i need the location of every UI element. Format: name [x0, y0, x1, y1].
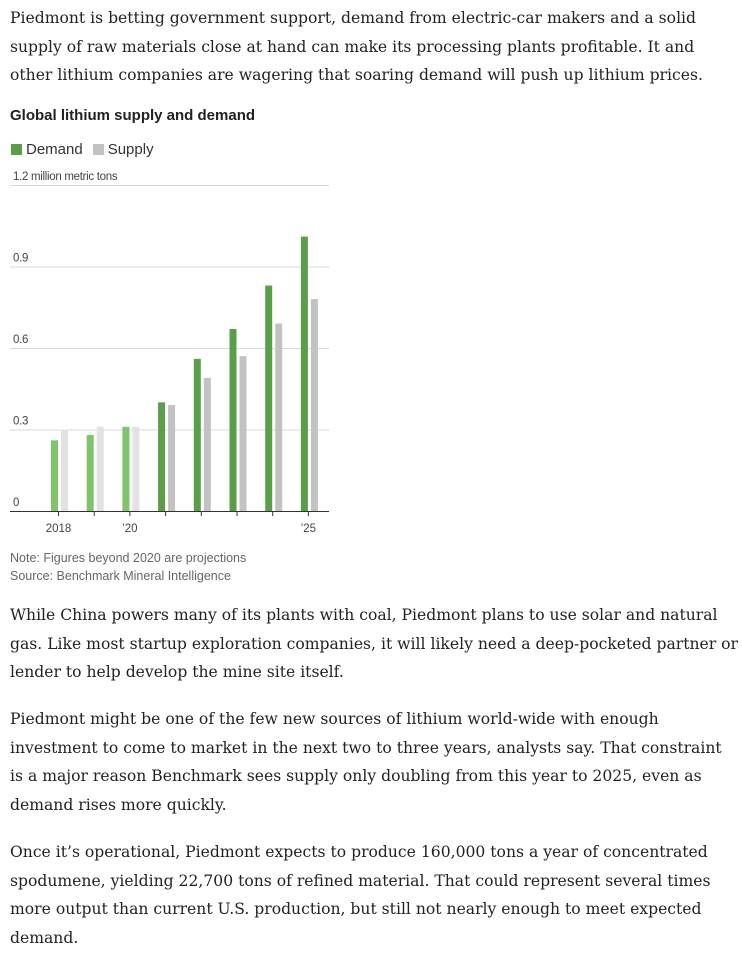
bar-demand	[51, 440, 58, 511]
y-tick-label: 1.2 million metric tons	[13, 171, 118, 183]
x-tick-label: ’20	[122, 523, 137, 535]
x-tick-label: ’25	[301, 523, 316, 535]
chart-source: Source: Benchmark Mineral Intelligence	[10, 569, 231, 583]
chart-legend: Demand Supply	[11, 141, 164, 158]
bar-chart: 0 0.3 0.6 0.9 1.2 million metric tons 2018 ’20…	[10, 171, 329, 535]
legend-item-supply: Supply	[92, 141, 154, 158]
legend-item-demand: Demand	[11, 141, 83, 158]
bar-supply	[61, 429, 68, 511]
paragraph-intro: Piedmont is betting government support, …	[10, 9, 703, 85]
bar-supply	[203, 377, 211, 511]
y-tick-label: 0.3	[13, 416, 28, 428]
y-tick-label: 0.6	[13, 334, 28, 346]
bar-demand	[300, 236, 308, 511]
bar-supply	[239, 356, 247, 511]
chart-notes: Note: Figures beyond 2020 are projection…	[10, 549, 246, 585]
legend-swatch-supply	[92, 144, 104, 155]
bar-supply	[275, 323, 283, 511]
bar-demand	[265, 285, 273, 511]
bar-supply	[96, 426, 104, 511]
paragraph-new-sources: Piedmont might be one of the few new sou…	[10, 710, 722, 815]
legend-label-demand: Demand	[26, 141, 83, 158]
bar-demand	[229, 328, 237, 511]
bar-demand	[86, 434, 94, 511]
chart-note: Note: Figures beyond 2020 are projection…	[10, 551, 247, 565]
bar-supply	[132, 426, 140, 511]
bar-supply	[310, 299, 318, 511]
chart-title: Global lithium supply and demand	[10, 107, 256, 124]
paragraph-coal: While China powers many of its plants wi…	[10, 606, 738, 682]
paragraph-output: Once it’s operational, Piedmont expects …	[10, 843, 711, 948]
bar-demand	[158, 402, 166, 511]
bar-supply	[168, 405, 176, 511]
bar-demand	[122, 426, 130, 511]
x-tick-label: 2018	[46, 523, 72, 535]
y-tick-label: 0.9	[13, 253, 28, 265]
bar-demand	[193, 358, 201, 511]
legend-swatch-demand	[11, 144, 22, 155]
y-tick-label: 0	[13, 497, 19, 509]
legend-label-supply: Supply	[107, 141, 154, 158]
